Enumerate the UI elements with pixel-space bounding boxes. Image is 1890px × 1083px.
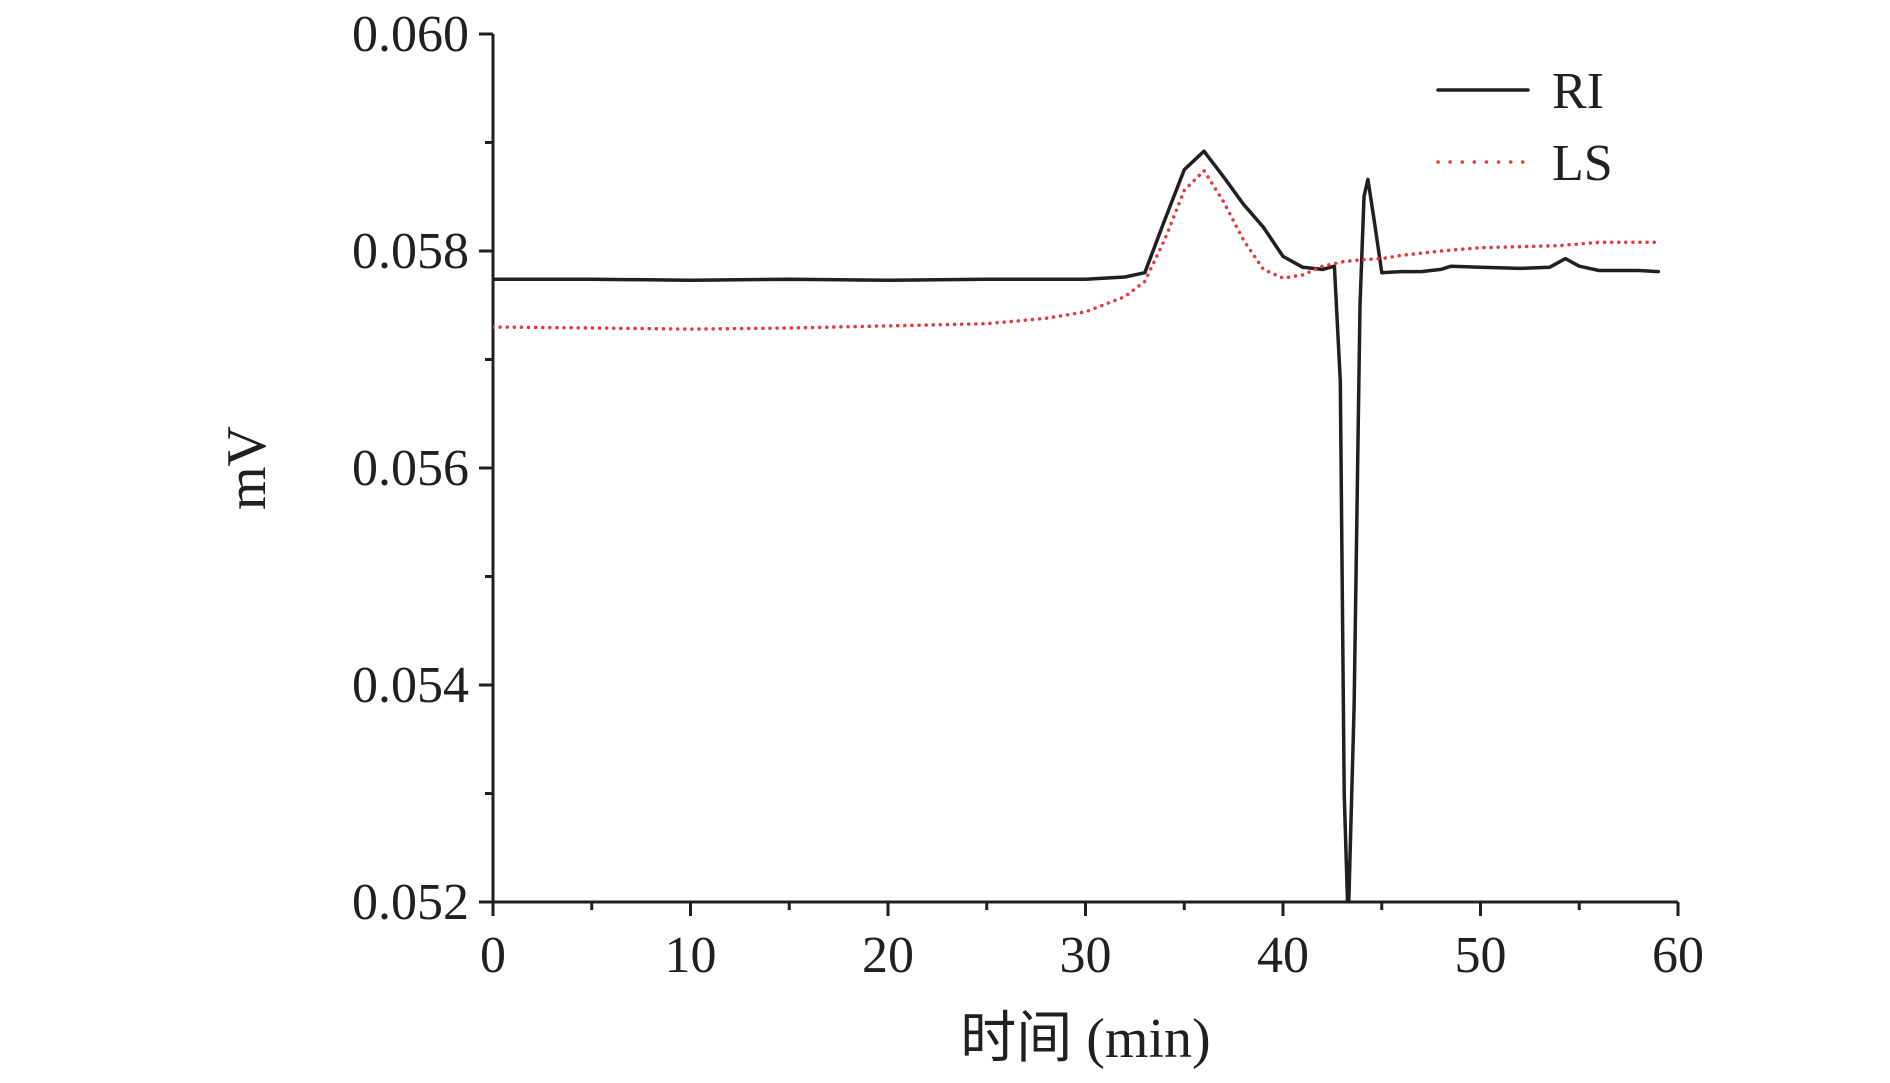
x-tick-label: 20 (862, 927, 914, 984)
legend: RI LS (1436, 63, 1613, 192)
legend-label-ri: RI (1552, 63, 1604, 120)
y-tick-label: 0.058 (352, 223, 469, 280)
axes: 0.052 0.054 0.056 0.058 0.060 0 10 20 30 40 50 60 (352, 6, 1704, 984)
x-axis-title: 时间 (min) (960, 1008, 1210, 1070)
x-tick-label: 10 (665, 927, 717, 984)
legend-label-ls: LS (1552, 135, 1613, 192)
y-tick-label: 0.060 (352, 6, 469, 63)
series-line-ls (493, 168, 1661, 331)
series-line-ri (493, 149, 1661, 902)
x-tick-label: 0 (480, 927, 506, 984)
x-tick-label: 30 (1060, 927, 1112, 984)
y-tick-label: 0.054 (352, 657, 469, 714)
x-tick-label: 40 (1257, 927, 1309, 984)
x-tick-label: 60 (1652, 927, 1704, 984)
y-axis-title: mV (216, 426, 278, 510)
plot-area (493, 149, 1661, 902)
y-tick-label: 0.052 (352, 874, 469, 931)
y-tick-label: 0.056 (352, 440, 469, 497)
x-tick-label: 50 (1455, 927, 1507, 984)
